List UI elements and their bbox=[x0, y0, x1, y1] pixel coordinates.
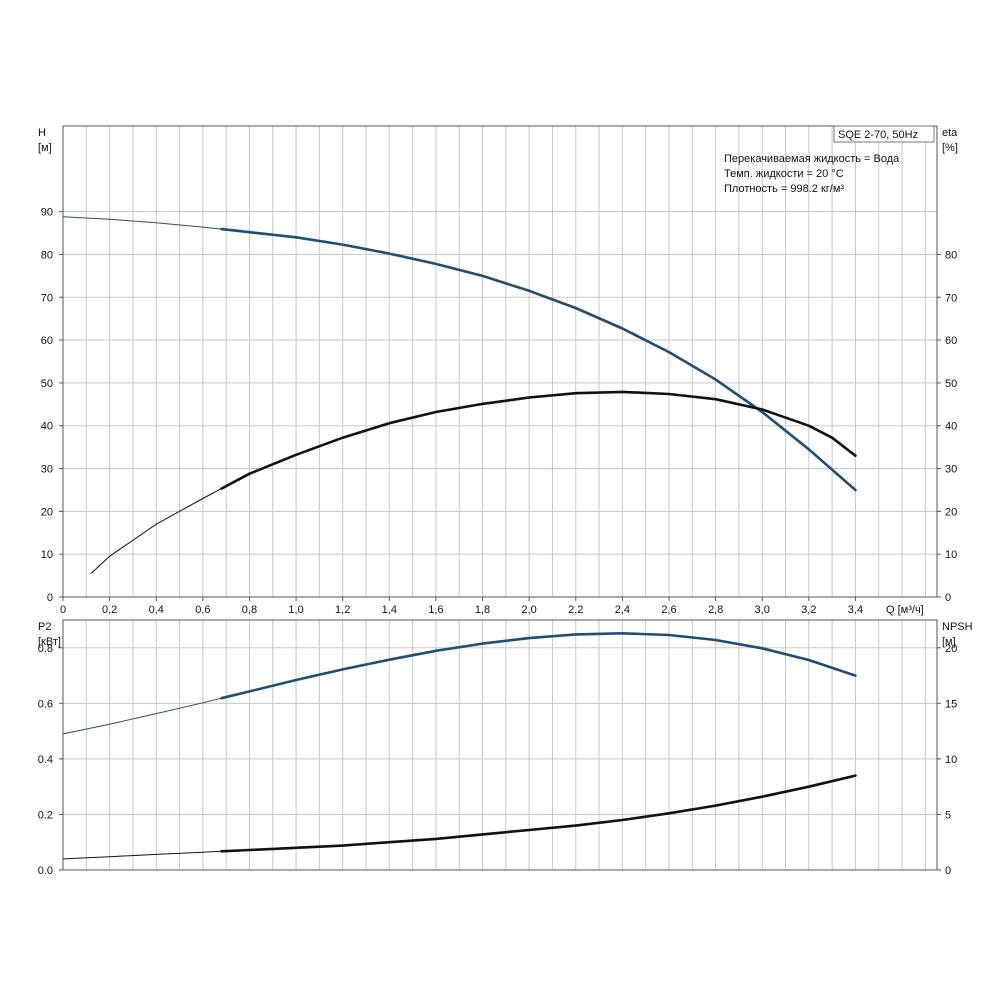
lower-p2-curve bbox=[220, 632, 857, 700]
lower-left-axis-title: P2 bbox=[38, 621, 51, 633]
x-tick-label: 3,4 bbox=[848, 604, 863, 616]
lower-left-tick-label: 0.0 bbox=[38, 865, 53, 877]
lower-p2-curve-thin bbox=[62, 697, 222, 735]
lower-right-tick-label: 5 bbox=[945, 809, 951, 821]
upper-left-tick-label: 70 bbox=[41, 292, 53, 304]
x-tick-label: 0,2 bbox=[102, 604, 117, 616]
upper-right-tick-label: 60 bbox=[945, 335, 957, 347]
x-axis-title: Q [м³/ч] bbox=[886, 604, 924, 616]
upper-left-tick-label: 20 bbox=[41, 506, 53, 518]
lower-right-tick-label: 20 bbox=[945, 643, 957, 655]
x-tick-label: 2,2 bbox=[568, 604, 583, 616]
upper-right-tick-label: 20 bbox=[945, 506, 957, 518]
upper-left-tick-label: 30 bbox=[41, 464, 53, 476]
lower-right-tick-label: 0 bbox=[945, 865, 951, 877]
lower-right-axis-title: NPSH bbox=[942, 621, 973, 633]
upper-right-tick-label: 30 bbox=[945, 464, 957, 476]
lower-plot-frame bbox=[62, 619, 938, 871]
x-tick-label: 1,0 bbox=[288, 604, 303, 616]
upper-head-curve bbox=[220, 227, 857, 492]
upper-left-axis-title: H bbox=[38, 127, 46, 139]
pump-title: SQE 2-70, 50Hz bbox=[838, 129, 918, 141]
upper-left-tick-label: 80 bbox=[41, 249, 53, 261]
x-tick-label: 1,4 bbox=[382, 604, 397, 616]
upper-left-axis-unit: [м] bbox=[38, 142, 52, 154]
lower-left-tick-label: 0.6 bbox=[38, 698, 53, 710]
upper-right-tick-label: 50 bbox=[945, 378, 957, 390]
upper-right-axis-title: eta bbox=[942, 127, 958, 139]
upper-left-tick-label: 50 bbox=[41, 378, 53, 390]
x-tick-label: 0,4 bbox=[149, 604, 164, 616]
upper-eta-curve bbox=[220, 390, 857, 490]
upper-right-tick-label: 0 bbox=[945, 592, 951, 604]
x-tick-label: 1,8 bbox=[475, 604, 490, 616]
info-density: Плотность = 998.2 кг/м³ bbox=[724, 183, 844, 195]
lower-right-tick-label: 10 bbox=[945, 754, 957, 766]
x-tick-label: 2,0 bbox=[521, 604, 536, 616]
lower-left-tick-label: 0.4 bbox=[38, 754, 53, 766]
lower-left-axis-unit: [кВт] bbox=[38, 636, 61, 648]
upper-left-tick-label: 60 bbox=[41, 335, 53, 347]
lower-right-tick-label: 15 bbox=[945, 698, 957, 710]
x-tick-label: 0 bbox=[60, 604, 66, 616]
upper-left-tick-label: 40 bbox=[41, 421, 53, 433]
upper-eta-curve-thin bbox=[90, 488, 222, 574]
upper-right-tick-label: 10 bbox=[945, 549, 957, 561]
lower-left-tick-label: 0.2 bbox=[38, 809, 53, 821]
x-tick-label: 1,6 bbox=[428, 604, 443, 616]
upper-head-curve-thin bbox=[62, 216, 222, 230]
x-tick-label: 1,2 bbox=[335, 604, 350, 616]
x-tick-label: 3,2 bbox=[801, 604, 816, 616]
upper-right-tick-label: 40 bbox=[945, 421, 957, 433]
head-efficiency-panel: 0 10 20 30 40 50 60 70 80 90 0 10 20 30 40 50 60 70 80 H [м]… bbox=[38, 125, 958, 616]
x-tick-label: 3,0 bbox=[755, 604, 770, 616]
info-temperature: Темп. жидкости = 20 °C bbox=[724, 168, 844, 180]
pump-title-box bbox=[833, 125, 935, 143]
upper-right-axis-unit: [%] bbox=[942, 142, 958, 154]
info-fluid: Перекачиваемая жидкость = Вода bbox=[724, 153, 900, 165]
x-tick-label: 2,8 bbox=[708, 604, 723, 616]
lower-left-tick-label: 0.8 bbox=[38, 643, 53, 655]
upper-left-tick-label: 0 bbox=[47, 592, 53, 604]
upper-plot-frame bbox=[62, 125, 938, 598]
x-tick-label: 2,6 bbox=[661, 604, 676, 616]
lower-right-axis-unit: [м] bbox=[942, 636, 956, 648]
upper-right-tick-label: 80 bbox=[945, 249, 957, 261]
lower-npsh-curve-thin bbox=[62, 850, 222, 860]
x-tick-label: 2,4 bbox=[615, 604, 630, 616]
power-npsh-panel: 0.0 0.2 0.4 0.6 0.8 0 5 10 15 20 P2 [кВт] NPSH [м] bbox=[38, 619, 973, 877]
lower-npsh-curve bbox=[220, 774, 857, 853]
upper-right-tick-label: 70 bbox=[945, 292, 957, 304]
x-tick-label: 0,6 bbox=[195, 604, 210, 616]
upper-left-tick-label: 90 bbox=[41, 207, 53, 219]
upper-left-tick-label: 10 bbox=[41, 549, 53, 561]
x-tick-label: 0,8 bbox=[242, 604, 257, 616]
